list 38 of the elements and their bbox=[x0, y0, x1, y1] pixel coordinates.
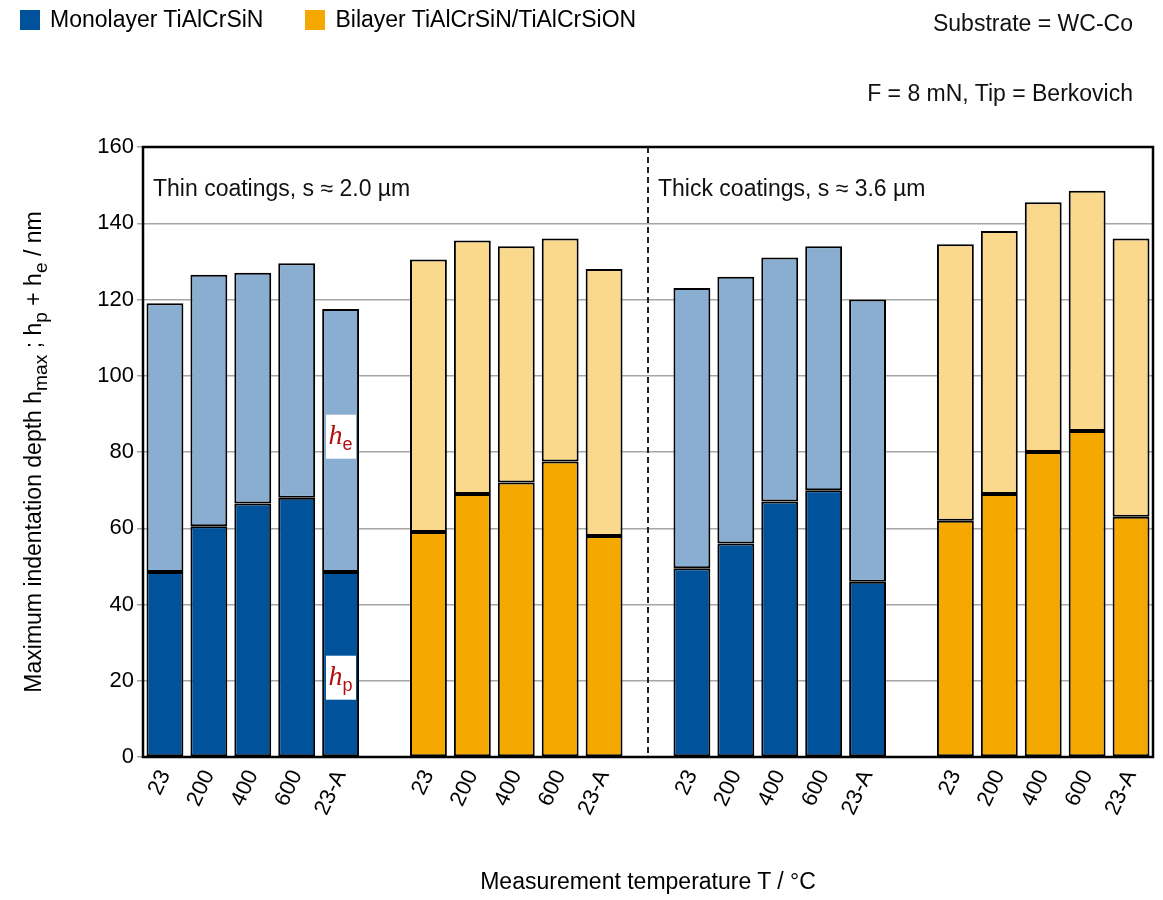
legend-label: Monolayer TiAlCrSiN bbox=[50, 6, 264, 33]
x-tick-label: 23-A bbox=[571, 765, 615, 819]
y-tick-label: 160 bbox=[97, 133, 134, 159]
x-tick-label: 400 bbox=[1015, 765, 1054, 810]
x-tick-label: 200 bbox=[971, 765, 1010, 810]
x-tick-label: 23-A bbox=[308, 765, 351, 819]
x-tick-label: 23 bbox=[405, 765, 439, 799]
x-axis-title: Measurement temperature T / °C bbox=[480, 868, 816, 895]
legend-label: Bilayer TiAlCrSiN/TiAlCrSiON bbox=[335, 6, 637, 33]
y-tick-label: 60 bbox=[109, 514, 134, 540]
y-tick-label: 40 bbox=[109, 590, 134, 616]
y-tick-label: 100 bbox=[97, 361, 134, 387]
x-tick-label: 23 bbox=[668, 765, 702, 799]
x-tick-label: 200 bbox=[444, 765, 483, 810]
annotation: h$_{e}$ bbox=[325, 414, 356, 460]
y-tick-label: 140 bbox=[97, 209, 134, 235]
x-tick-label: 400 bbox=[751, 765, 790, 810]
x-tick-label: 23-A bbox=[835, 765, 878, 819]
x-tick-label: 600 bbox=[532, 765, 571, 810]
text: Substrate = WC-Co bbox=[932, 10, 1133, 37]
annotation: h$_{p}$ bbox=[325, 655, 356, 700]
x-tick-label: 400 bbox=[488, 765, 527, 810]
x-tick-label: 400 bbox=[224, 765, 263, 810]
x-tick-label: 23 bbox=[141, 765, 175, 799]
x-tick-label: 600 bbox=[1058, 765, 1098, 810]
y-tick-label: 20 bbox=[109, 666, 134, 692]
y-tick-label: 120 bbox=[97, 285, 134, 311]
x-tick-label: 23 bbox=[932, 765, 966, 799]
text: F = 8 mN, Tip = Berkovich bbox=[867, 80, 1133, 107]
x-tick-label: 600 bbox=[795, 765, 834, 810]
y-tick-label: 0 bbox=[121, 743, 134, 769]
annotation: Thin coatings, s ≈ 2.0 µm bbox=[153, 175, 411, 202]
annotation: Thick coatings, s ≈ 3.6 µm bbox=[658, 175, 926, 202]
x-tick-label: 23-A bbox=[1098, 765, 1142, 819]
x-tick-label: 600 bbox=[268, 765, 307, 810]
y-tick-label: 80 bbox=[109, 438, 134, 464]
x-tick-label: 200 bbox=[180, 765, 219, 810]
x-tick-label: 200 bbox=[707, 765, 746, 810]
